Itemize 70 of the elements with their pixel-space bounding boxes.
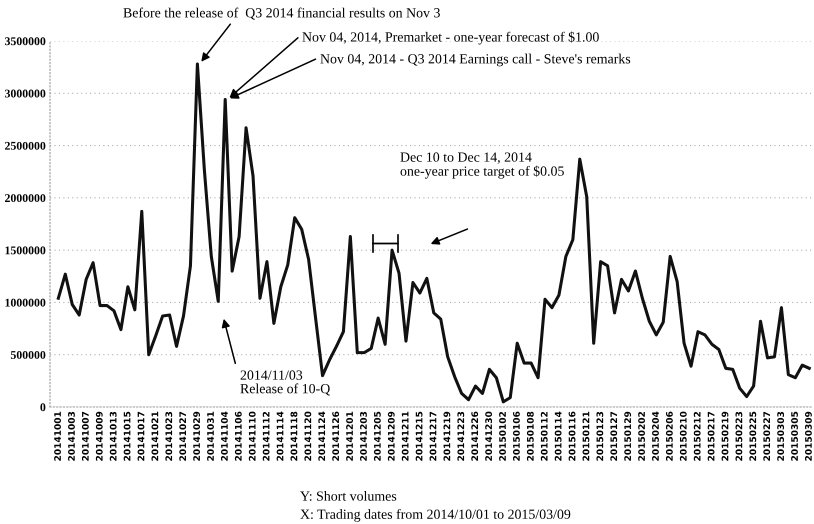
x-tick-label: 20150303 (777, 412, 784, 461)
y-tick-label: 0 (40, 403, 46, 412)
x-tick-label: 20150121 (582, 412, 590, 461)
x-tick-label: 20141118 (290, 412, 298, 461)
x-tick-label: 20141120 (304, 412, 312, 461)
x-tick-label: 20141126 (332, 412, 340, 461)
text: X: Trading dates from 2014/10/01 to 2015/03/09 (300, 509, 570, 522)
annotation: Nov 04, 2014, Premarket - one-year forecast of $1.00 (302, 31, 599, 45)
x-tick-label: 20141013 (110, 412, 117, 461)
x-tick-label: 20150123 (596, 412, 604, 461)
x-tick-label: 20150219 (722, 412, 728, 461)
y-tick-label: 1500000 (5, 246, 46, 254)
y-tick-label: 2500000 (5, 142, 46, 150)
x-tick-label: 20141104 (220, 412, 228, 461)
x-tick-label: 20141003 (68, 412, 75, 461)
x-tick-label: 20150202 (638, 412, 645, 461)
x-tick-label: 20141106 (234, 412, 242, 461)
x-tick-label: 20150106 (513, 412, 520, 461)
x-tick-label: 20150129 (624, 412, 632, 461)
x-tick-label: 20141001 (54, 412, 61, 461)
x-tick-label: 20150227 (763, 412, 770, 461)
annotation: Dec 10 to Dec 14, 2014 one-year price target of $0.05 (400, 152, 564, 179)
x-tick-label: 20141219 (443, 412, 450, 461)
x-tick-label: 20141114 (276, 412, 284, 461)
x-tick-label: 20141226 (471, 412, 478, 461)
x-tick-label: 20141031 (207, 412, 214, 461)
x-tick-label: 20150305 (791, 412, 798, 461)
x-tick-label: 20150204 (652, 412, 659, 461)
x-tick-label: 20141007 (82, 412, 89, 461)
x-tick-label: 20141027 (179, 412, 186, 461)
annotation: Before the release of Q3 2014 financial results on Nov 3 (123, 8, 440, 20)
x-tick-label: 20150223 (735, 412, 742, 461)
x-tick-label: 20141023 (165, 412, 172, 461)
x-tick-label: 20141015 (124, 412, 130, 461)
y-tick-label: 3500000 (4, 37, 46, 46)
x-tick-label: 20141211 (402, 412, 409, 461)
y-tick-label: 2000000 (5, 194, 46, 202)
y-tick-label: 500000 (10, 350, 46, 359)
x-tick-label: 20141110 (248, 412, 256, 461)
annotation: Nov 04, 2014 - Q3 2014 Earnings call - Steve's remarks (320, 54, 630, 66)
x-tick-label: 20141205 (374, 412, 381, 461)
text: Y: Short volumes (300, 491, 396, 501)
x-tick-label: 20141017 (138, 412, 144, 461)
x-tick-label: 20141124 (318, 412, 326, 461)
x-tick-label: 20150210 (680, 412, 687, 461)
x-tick-label: 20150127 (610, 412, 618, 461)
x-tick-label: 20150114 (554, 412, 562, 461)
x-tick-label: 20141223 (457, 412, 464, 461)
x-tick-label: 20150206 (666, 412, 673, 461)
x-tick-label: 20141009 (96, 412, 103, 461)
x-tick-label: 20150102 (499, 412, 506, 461)
x-tick-label: 20150217 (708, 412, 715, 461)
x-tick-label: 20141209 (388, 412, 395, 461)
x-tick-label: 20150212 (694, 412, 701, 461)
annotation: 2014/11/03 Release of 10-Q (240, 370, 330, 396)
x-tick-label: 20141230 (485, 412, 492, 461)
x-tick-label: 20141217 (430, 412, 436, 461)
x-tick-label: 20141203 (360, 412, 367, 461)
x-tick-label: 20141112 (262, 412, 270, 461)
x-tick-label: 20150108 (526, 412, 534, 461)
x-tick-label: 20150116 (568, 412, 576, 461)
x-tick-label: 20150225 (749, 412, 756, 461)
x-tick-label: 20141201 (346, 412, 353, 461)
y-tick-label: 3000000 (4, 90, 46, 98)
x-tick-label: 20141021 (151, 412, 158, 461)
x-tick-label: 20141215 (416, 412, 422, 461)
x-tick-label: 20150309 (805, 412, 812, 461)
x-tick-label: 20141029 (193, 412, 200, 461)
y-tick-label: 1000000 (5, 298, 46, 307)
x-tick-label: 20150112 (540, 412, 548, 461)
